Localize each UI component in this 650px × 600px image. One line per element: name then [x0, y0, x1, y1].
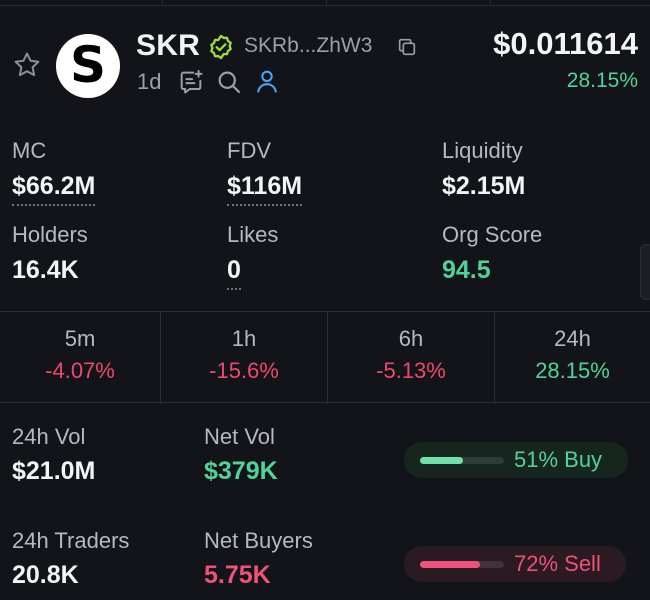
- vol-24h-label: 24h Vol: [12, 424, 86, 449]
- top-divider-segment: [490, 0, 491, 6]
- timeframe-value: -5.13%: [376, 358, 446, 383]
- buy-ratio-pill: 51% Buy: [404, 442, 628, 478]
- star-icon[interactable]: [12, 50, 42, 80]
- top-divider: [0, 0, 650, 6]
- copy-icon[interactable]: [396, 36, 418, 58]
- timeframe-label: 1h: [231, 326, 257, 351]
- timeframe-label: 6h: [398, 326, 424, 351]
- org-score-label: Org Score: [442, 222, 543, 247]
- timeframe-label: 24h: [554, 326, 591, 351]
- net-vol-label: Net Vol: [204, 424, 275, 449]
- liquidity-label: Liquidity: [442, 138, 523, 163]
- top-divider-segment: [326, 0, 327, 6]
- timeframe-value: -15.6%: [209, 358, 279, 383]
- holders-label: Holders: [12, 222, 88, 247]
- timeframe-1h[interactable]: 1h -15.6%: [160, 312, 327, 404]
- timeframe-value: -4.07%: [45, 358, 115, 383]
- token-address[interactable]: SKRb...ZhW3: [244, 34, 373, 57]
- timeframe-5m[interactable]: 5m -4.07%: [0, 312, 160, 404]
- likes-value[interactable]: 0: [227, 256, 241, 290]
- token-logo: S: [56, 34, 120, 98]
- token-logo-letter: S: [69, 36, 106, 94]
- search-icon[interactable]: [215, 68, 243, 96]
- price-change-24h: 28.15%: [566, 69, 638, 92]
- traders-24h-value: 20.8K: [12, 561, 79, 589]
- buy-ratio-fill: [420, 456, 463, 464]
- buy-ratio-text: 51% Buy: [514, 447, 603, 472]
- fdv-label: FDV: [227, 138, 271, 163]
- token-age: 1d: [137, 69, 162, 94]
- timeframe-6h[interactable]: 6h -5.13%: [327, 312, 494, 404]
- vol-24h-value: $21.0M: [12, 457, 96, 485]
- timeframe-row: 5m -4.07% 1h -15.6% 6h -5.13% 24h 28.15%: [0, 311, 650, 404]
- sell-ratio-fill: [420, 560, 481, 568]
- sell-ratio-bar: [420, 560, 504, 568]
- fdv-value[interactable]: $116M: [227, 172, 303, 206]
- net-vol-value: $379K: [204, 457, 278, 485]
- org-score-value: 94.5: [442, 256, 491, 284]
- net-buyers-label: Net Buyers: [204, 528, 313, 553]
- sell-ratio-pill: 72% Sell: [404, 546, 626, 582]
- token-symbol: SKR: [136, 29, 200, 62]
- likes-label: Likes: [227, 222, 279, 247]
- mc-label: MC: [12, 138, 47, 163]
- top-divider-segment: [162, 0, 163, 6]
- buy-ratio-bar: [420, 456, 504, 464]
- side-panel-handle[interactable]: [640, 244, 650, 300]
- traders-24h-label: 24h Traders: [12, 528, 130, 553]
- timeframe-label: 5m: [64, 326, 96, 351]
- chat-icon[interactable]: [177, 68, 205, 96]
- timeframe-24h[interactable]: 24h 28.15%: [494, 312, 650, 404]
- liquidity-value: $2.15M: [442, 172, 526, 200]
- mc-value[interactable]: $66.2M: [12, 172, 96, 206]
- holders-value: 16.4K: [12, 256, 79, 284]
- sell-ratio-text: 72% Sell: [514, 551, 601, 576]
- token-price: $0.011614: [493, 26, 638, 61]
- verified-icon: [210, 34, 232, 60]
- user-icon[interactable]: [253, 67, 281, 95]
- net-buyers-value: 5.75K: [204, 561, 271, 589]
- timeframe-value: 28.15%: [535, 358, 610, 383]
